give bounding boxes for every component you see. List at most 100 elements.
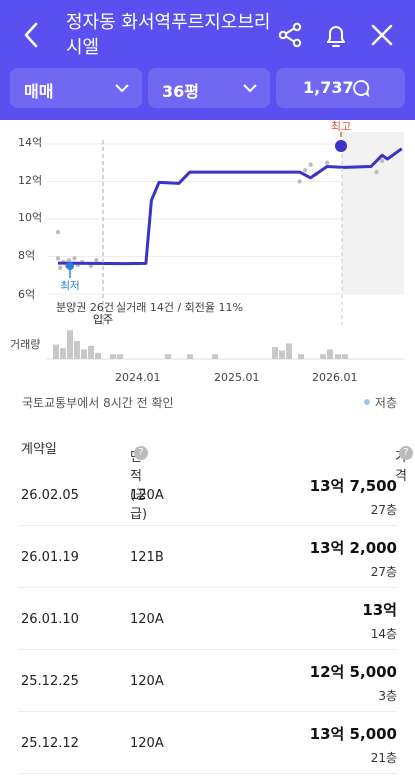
row-area: 120A bbox=[130, 736, 164, 751]
y-tick: 6억 bbox=[18, 288, 36, 301]
page-title: 정자동 화서역푸르지오브리시엘 bbox=[66, 12, 271, 58]
volume-bar bbox=[272, 347, 278, 359]
trade-point bbox=[57, 265, 63, 270]
help-icon[interactable]: ? bbox=[399, 446, 413, 460]
volume-bar bbox=[81, 349, 87, 359]
volume-bar bbox=[110, 354, 116, 359]
trade-type-dropdown[interactable]: 매매 bbox=[10, 68, 142, 108]
max-point bbox=[335, 140, 347, 152]
y-tick: 10억 bbox=[18, 211, 43, 224]
trade-point bbox=[297, 179, 302, 184]
trade-points bbox=[55, 158, 385, 270]
area-label: 36평 bbox=[162, 82, 199, 101]
comments-count: 1,737 bbox=[303, 78, 354, 97]
volume-bar bbox=[74, 341, 80, 359]
min-label: 최저 bbox=[60, 280, 79, 292]
source-note: 국토교통부에서 8시간 전 확인 bbox=[22, 396, 174, 410]
y-tick: 12억 bbox=[18, 174, 43, 187]
presale-note: 분양권 26건 bbox=[56, 301, 114, 314]
legend-dot bbox=[363, 399, 370, 405]
x-tick: 2026.01 bbox=[312, 371, 358, 384]
volume-bar bbox=[67, 330, 73, 359]
trade-type-label: 매매 bbox=[24, 82, 54, 101]
volume-bar bbox=[165, 354, 171, 359]
min-point bbox=[66, 262, 74, 270]
volume-bar bbox=[60, 348, 66, 359]
deals-summary: 실거래 14건 / 회전율 11% bbox=[116, 301, 243, 314]
trade-point bbox=[324, 160, 330, 165]
trade-point bbox=[94, 258, 99, 263]
table-row[interactable]: 25.12.12 120A 13억 5,000 21층 bbox=[18, 712, 397, 774]
legend-low-floor: 저층 bbox=[363, 394, 397, 411]
chat-bubble-icon bbox=[353, 80, 370, 97]
row-date: 26.02.05 bbox=[21, 488, 79, 503]
row-date: 26.01.10 bbox=[21, 612, 79, 627]
chevron-down-icon bbox=[243, 84, 257, 93]
price-chart-svg: 최고 최저 분양권 26건 실거래 14건 / 회전율 11% 입주 거래량 bbox=[10, 120, 404, 360]
help-icon[interactable]: ? bbox=[134, 446, 148, 460]
volume-bar bbox=[187, 354, 193, 359]
row-floor: 27층 bbox=[370, 503, 397, 517]
x-tick: 2025.01 bbox=[214, 371, 260, 384]
row-price: 13억 5,000 bbox=[309, 725, 397, 743]
move-in-label: 입주 bbox=[93, 313, 113, 326]
volume-bar bbox=[279, 350, 285, 359]
volume-bar bbox=[298, 354, 304, 359]
table-row[interactable]: 26.02.05 120A 13억 7,500 27층 bbox=[18, 464, 397, 526]
volume-bar bbox=[212, 354, 218, 359]
max-label: 최고 bbox=[331, 120, 351, 133]
row-floor: 3층 bbox=[378, 689, 397, 703]
trade-point bbox=[379, 158, 385, 164]
volume-bar bbox=[88, 345, 94, 359]
chevron-down-icon bbox=[115, 84, 129, 93]
trade-point bbox=[302, 168, 308, 173]
volume-bar bbox=[53, 344, 59, 359]
table-header: 계약일 면적(공급)? 가격? bbox=[0, 430, 415, 522]
row-price: 13억 2,000 bbox=[309, 539, 397, 557]
row-price: 12억 5,000 bbox=[309, 663, 397, 681]
y-tick: 8억 bbox=[18, 249, 36, 262]
volume-bar bbox=[286, 343, 292, 359]
volume-bar bbox=[95, 353, 101, 359]
y-tick: 14억 bbox=[18, 136, 43, 149]
row-floor: 14층 bbox=[370, 627, 397, 641]
table-row[interactable]: 25.12.25 120A 12억 5,000 3층 bbox=[18, 650, 397, 712]
volume-bars bbox=[53, 330, 348, 359]
future-zone bbox=[342, 132, 404, 294]
row-date: 25.12.25 bbox=[21, 674, 79, 689]
row-price: 13억 bbox=[362, 601, 397, 619]
trade-point bbox=[72, 256, 77, 261]
volume-bar bbox=[327, 349, 333, 359]
row-price: 13억 7,500 bbox=[309, 477, 397, 495]
row-area: 120A bbox=[130, 612, 164, 627]
filter-bar: 매매 36평 1,737 bbox=[0, 68, 415, 110]
price-line bbox=[57, 147, 403, 266]
volume-bar bbox=[335, 354, 341, 359]
share-icon[interactable] bbox=[275, 20, 305, 50]
trade-list: 26.02.05 120A 13억 7,500 27층 26.01.19 121B 13억 … bbox=[0, 464, 415, 774]
price-chart[interactable]: 최고 최저 분양권 26건 실거래 14건 / 회전율 11% 입주 거래량 1… bbox=[0, 120, 415, 368]
comments-button[interactable]: 1,737 bbox=[276, 68, 405, 108]
table-row[interactable]: 26.01.10 120A 13억 14층 bbox=[18, 588, 397, 650]
col-date: 계약일 bbox=[21, 442, 57, 457]
app-header: 정자동 화서역푸르지오브리시엘 매매 36평 1,737 bbox=[0, 0, 415, 120]
x-tick: 2024.01 bbox=[115, 371, 161, 384]
volume-bar bbox=[117, 354, 123, 359]
trade-point bbox=[55, 256, 61, 261]
legend-label: 저층 bbox=[374, 396, 397, 410]
bell-icon[interactable] bbox=[321, 20, 351, 50]
table-row[interactable]: 26.01.19 121B 13억 2,000 27층 bbox=[18, 526, 397, 588]
volume-label: 거래량 bbox=[10, 338, 40, 351]
trade-point bbox=[66, 258, 72, 263]
volume-bar bbox=[342, 354, 348, 359]
back-arrow-icon[interactable] bbox=[16, 18, 46, 52]
trade-point bbox=[308, 162, 313, 167]
area-dropdown[interactable]: 36평 bbox=[148, 68, 270, 108]
row-date: 25.12.12 bbox=[21, 736, 79, 751]
volume-bar bbox=[320, 354, 326, 359]
trade-point bbox=[374, 169, 379, 175]
row-area: 121B bbox=[130, 550, 164, 565]
row-floor: 27층 bbox=[370, 565, 397, 579]
close-icon[interactable] bbox=[367, 20, 397, 50]
row-date: 26.01.19 bbox=[21, 550, 79, 565]
